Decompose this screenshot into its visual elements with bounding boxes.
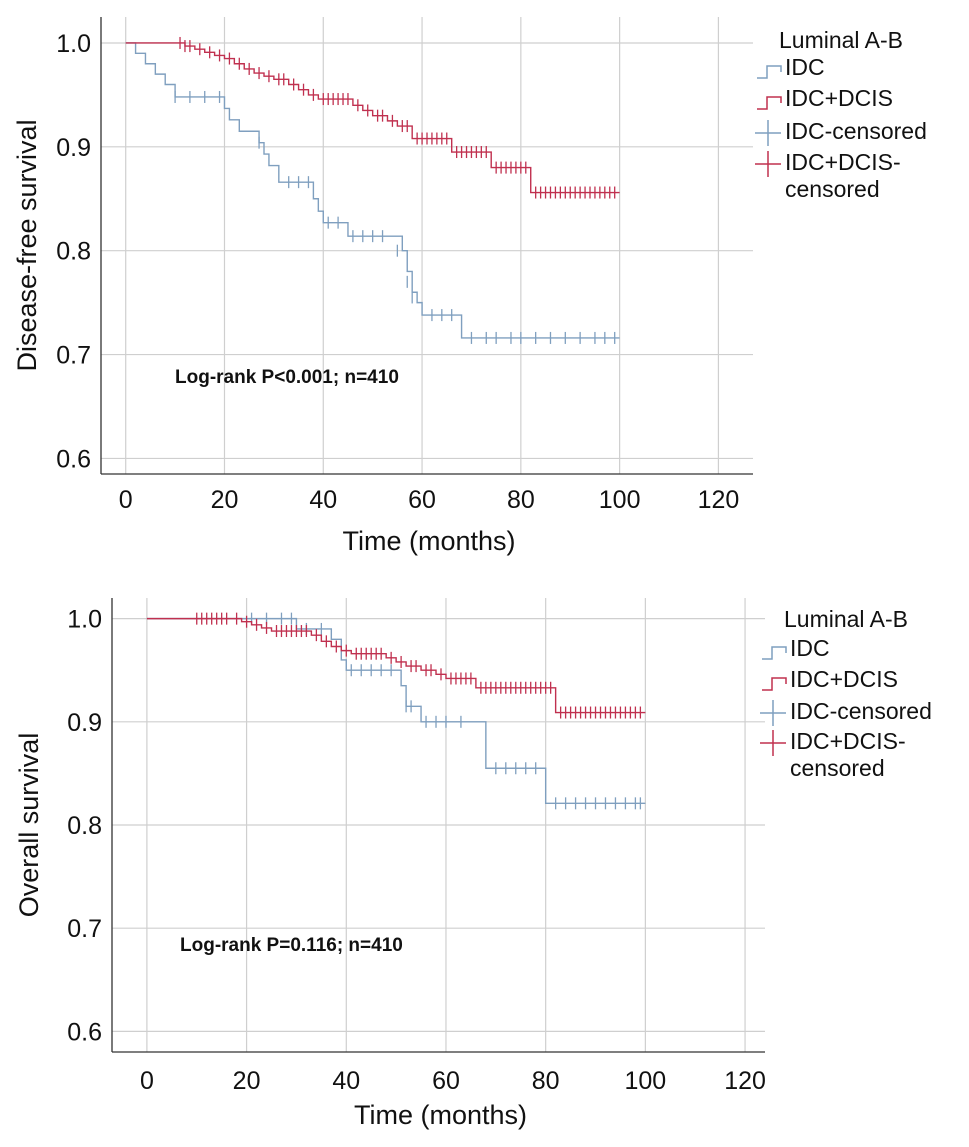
log-rank-annotation: Log-rank P=0.116; n=410: [180, 935, 403, 956]
y-axis-label: Overall survival: [14, 733, 44, 918]
legend-label: IDC: [785, 54, 825, 80]
legend-label-line: IDC-censored: [790, 698, 932, 724]
legend-title: Luminal A-B: [779, 27, 903, 53]
x-axis-label: Time (months): [354, 1100, 527, 1130]
x-tick-label: 20: [233, 1067, 261, 1095]
series-line-idc: [146, 617, 646, 805]
legend-label: IDC+DCIS: [785, 85, 893, 111]
legend-label-line: IDC-censored: [785, 118, 927, 144]
legend-label-line: IDC+DCIS-: [790, 728, 906, 754]
legend-key-idc-censored: [755, 120, 781, 146]
x-tick-label: 60: [432, 1067, 460, 1095]
y-tick-label: 1.0: [67, 606, 102, 634]
y-tick-label: 1.0: [56, 30, 91, 58]
x-tick-label: 20: [211, 486, 239, 514]
x-tick-label: 100: [599, 486, 641, 514]
x-tick-label: 0: [140, 1067, 154, 1095]
series-line-idc-dcis: [125, 42, 620, 194]
legend-key-idc: [762, 646, 787, 660]
x-tick-label: 80: [532, 1067, 560, 1095]
legend-label-line: IDC+DCIS: [790, 666, 898, 692]
legend-label: IDC-censored: [785, 118, 927, 144]
x-tick-label: 120: [698, 486, 740, 514]
legend-label-line: censored: [785, 176, 880, 202]
x-tick-label: 100: [625, 1067, 667, 1095]
chart-2: 0 20 40 60 80 100 120 0.6 0.7 0.8 0.9 1.0 Time (mont…: [14, 598, 932, 1130]
y-tick-label: 0.8: [56, 238, 91, 266]
x-tick-label: 40: [309, 486, 337, 514]
y-tick-label: 0.8: [67, 812, 102, 840]
y-tick-label: 0.7: [67, 915, 102, 943]
y-tick-label: 0.9: [67, 709, 102, 737]
y-tick-label: 0.6: [67, 1018, 102, 1046]
legend-key-idc-dcis: [762, 677, 787, 691]
x-tick-label: 120: [724, 1067, 766, 1095]
legend-label: IDC+DCIS-censored: [790, 728, 906, 781]
legend-label: IDC+DCIS-censored: [785, 149, 901, 202]
legend-label-line: IDC+DCIS-: [785, 149, 901, 175]
legend-label: IDC-censored: [790, 698, 932, 724]
legend-label-line: censored: [790, 755, 885, 781]
y-tick-label: 0.6: [56, 445, 91, 473]
x-tick-label: 0: [119, 486, 133, 514]
legend-key-idc-dcis-censored: [755, 151, 781, 177]
y-tick-label: 0.9: [56, 134, 91, 162]
x-tick-label: 60: [408, 486, 436, 514]
legend-key-idc: [757, 65, 782, 79]
legend-label: IDC: [790, 635, 830, 661]
legend-label-line: IDC: [790, 635, 830, 661]
legend-key-idc-dcis-censored: [760, 730, 786, 756]
series-line-idc: [125, 42, 620, 339]
legend-key-idc-censored: [760, 700, 786, 726]
legend-key-idc-dcis: [757, 96, 782, 110]
series-line-idc-dcis: [146, 617, 646, 714]
legend: Luminal A-B IDC IDC+DCIS IDC-censored IDC+DC…: [760, 606, 932, 781]
x-axis-label: Time (months): [342, 526, 515, 556]
y-tick-label: 0.7: [56, 342, 91, 370]
x-tick-label: 40: [332, 1067, 360, 1095]
chart-1: 0 20 40 60 80 100 120 0.6 0.7 0.8 0.9 1.0 Time (mont…: [12, 17, 927, 556]
legend-label-line: IDC+DCIS: [785, 85, 893, 111]
log-rank-annotation: Log-rank P<0.001; n=410: [175, 367, 399, 388]
legend-label: IDC+DCIS: [790, 666, 898, 692]
legend-label-line: IDC: [785, 54, 825, 80]
legend-title: Luminal A-B: [784, 606, 908, 632]
y-axis-label: Disease-free survival: [12, 119, 42, 371]
x-tick-label: 80: [507, 486, 535, 514]
